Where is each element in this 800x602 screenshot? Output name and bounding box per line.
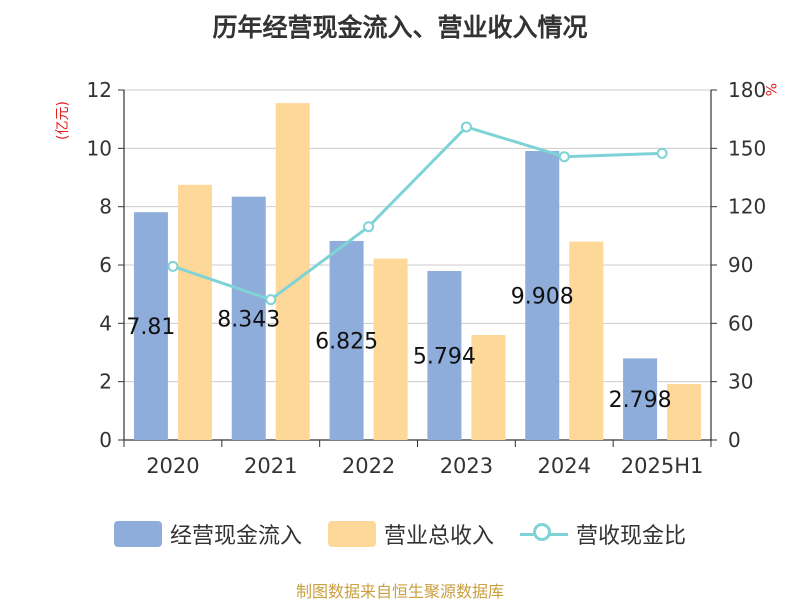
bar-cash-inflow xyxy=(329,240,364,440)
x-tick-label: 2022 xyxy=(342,454,395,478)
left-tick-label: 6 xyxy=(99,253,112,277)
left-tick-label: 12 xyxy=(87,78,112,102)
right-tick-label: 180 xyxy=(728,78,766,102)
bar-total-revenue xyxy=(471,335,506,440)
legend-item-ratio[interactable]: 营收现金比 xyxy=(520,518,686,550)
data-labels: 7.81 8.343 6.825 5.794 9.908 2.798 xyxy=(126,285,671,414)
ratio-line xyxy=(167,121,668,306)
bars xyxy=(133,103,702,440)
legend-swatch-ratio xyxy=(520,521,568,547)
bar-cash-inflow xyxy=(133,212,168,440)
bar-total-revenue xyxy=(667,384,702,440)
ratio-point xyxy=(265,294,277,306)
bar-cash-inflow xyxy=(623,358,658,440)
legend-item-revenue[interactable]: 营业总收入 xyxy=(327,518,494,550)
right-tick-label: 60 xyxy=(728,311,753,335)
bar-total-revenue xyxy=(569,241,604,440)
bar-total-revenue xyxy=(275,103,310,440)
legend-swatch-cash xyxy=(113,521,162,547)
data-label-cash-inflow: 6.825 xyxy=(315,329,378,354)
legend-swatch-revenue xyxy=(327,521,376,547)
data-label-cash-inflow: 8.343 xyxy=(217,307,280,332)
bar-cash-inflow xyxy=(427,271,462,440)
ratio-point xyxy=(558,151,570,163)
data-label-cash-inflow: 5.794 xyxy=(413,345,476,370)
legend-label-cash: 经营现金流入 xyxy=(169,524,302,549)
x-tick-label: 2020 xyxy=(146,454,199,478)
left-tick-label: 0 xyxy=(99,428,112,452)
bar-cash-inflow xyxy=(231,196,266,440)
right-tick-label: 150 xyxy=(728,136,766,160)
legend-label-ratio: 营收现金比 xyxy=(576,524,687,549)
legend-label-revenue: 营业总收入 xyxy=(383,524,494,549)
chart-title: 历年经营现金流入、营业收入情况 xyxy=(212,13,588,42)
bar-cash-inflow xyxy=(525,151,560,440)
bar-total-revenue xyxy=(177,184,212,440)
left-tick-label: 4 xyxy=(99,311,112,335)
right-tick-label: 0 xyxy=(728,428,741,452)
grid-lines xyxy=(124,89,711,383)
right-tick-label: 30 xyxy=(728,370,753,394)
legend-item-cash[interactable]: 经营现金流入 xyxy=(113,518,302,550)
right-tick-label: 90 xyxy=(728,253,753,277)
data-label-cash-inflow: 2.798 xyxy=(609,388,672,413)
left-tick-label: 2 xyxy=(99,370,112,394)
data-label-cash-inflow: 7.81 xyxy=(126,315,175,340)
ratio-point xyxy=(656,147,668,159)
x-tick-label: 2025H1 xyxy=(621,454,704,478)
data-label-cash-inflow: 9.908 xyxy=(511,285,574,310)
x-tick-label: 2023 xyxy=(440,454,493,478)
ratio-point xyxy=(460,121,472,133)
ratio-point xyxy=(167,260,179,272)
ratio-point xyxy=(363,221,375,233)
left-tick-label: 10 xyxy=(87,136,112,160)
right-tick-label: 120 xyxy=(728,195,766,219)
data-source-note: 制图数据来自恒生聚源数据库 xyxy=(295,582,504,601)
bar-total-revenue xyxy=(373,258,408,440)
x-tick-label: 2024 xyxy=(538,454,591,478)
ratio-line-path xyxy=(172,125,663,302)
legend: 经营现金流入 营业总收入 营收现金比 xyxy=(0,516,800,552)
x-tick-label: 2021 xyxy=(244,454,297,478)
left-tick-label: 8 xyxy=(99,195,112,219)
